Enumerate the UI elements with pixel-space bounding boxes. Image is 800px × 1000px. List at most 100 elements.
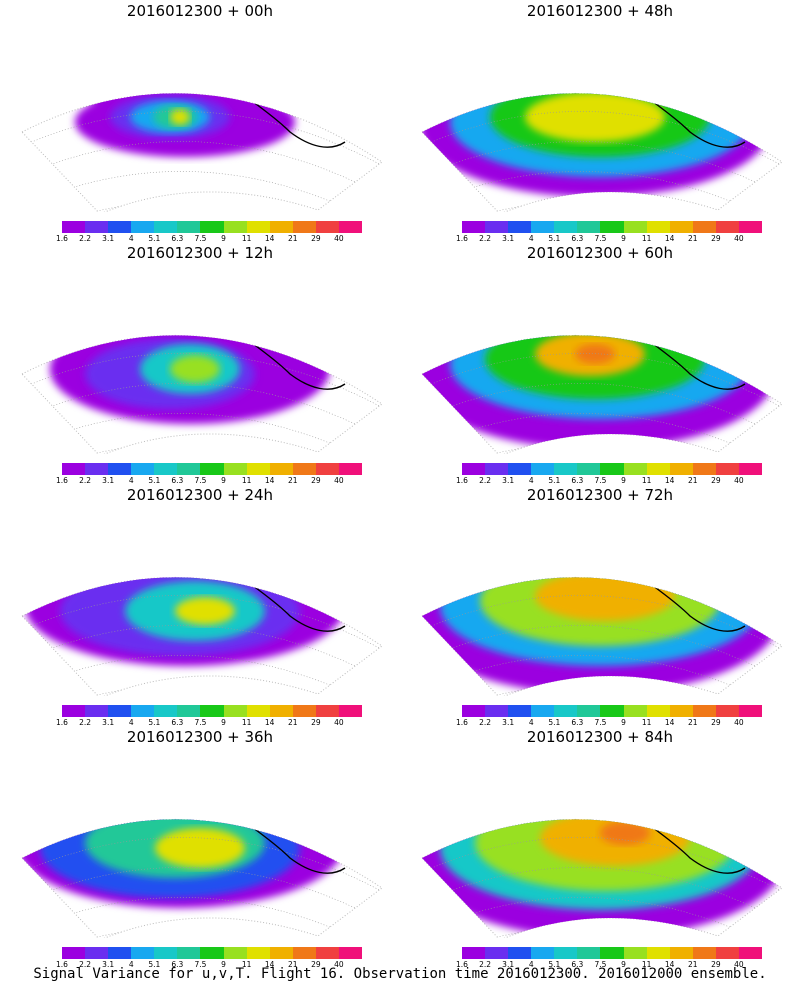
colorbar-tick-label: 21	[287, 718, 298, 727]
colorbar-cell	[554, 705, 578, 717]
colorbar-tick-label: 40	[334, 718, 344, 727]
variance-map	[421, 577, 783, 696]
colorbar	[462, 463, 763, 475]
colorbar-tick-label: 5.1	[148, 234, 161, 243]
graticule-line	[422, 927, 782, 938]
colorbar-cell	[738, 463, 763, 475]
colorbar-cell	[85, 705, 109, 717]
colorbar-cell	[715, 221, 739, 233]
variance-map	[421, 93, 783, 212]
coastline	[219, 335, 331, 340]
colorbar-tick-label: 9	[221, 718, 226, 727]
colorbar-tick-label: 7.5	[594, 718, 607, 727]
colorbar-cell	[131, 221, 155, 233]
colorbar-cell	[462, 705, 486, 717]
colorbar-cell	[554, 463, 578, 475]
colorbar-tick-label: 11	[641, 234, 652, 243]
colorbar-tick-label: 40	[334, 476, 344, 485]
coastline	[59, 577, 346, 632]
map-panel: 2016012300 + 36h 1.6 2.2 3.1 4 5.1 6.3 7.5 9 11 14…	[0, 726, 400, 969]
colorbar-cell	[269, 221, 293, 233]
colorbar-tick-label: 2.2	[479, 476, 492, 485]
colorbar-cell	[485, 947, 509, 959]
colorbar-cell	[85, 463, 109, 475]
graticule-line	[422, 141, 782, 198]
colorbar-tick-label: 6.3	[571, 234, 584, 243]
graticule-line	[422, 443, 782, 454]
panel-title: 2016012300 + 84h	[526, 728, 674, 746]
colorbar-tick-label: 7.5	[194, 718, 207, 727]
colorbar-tick-label: 3.1	[102, 234, 115, 243]
colorbar-cell	[108, 221, 132, 233]
colorbar-cell	[62, 221, 86, 233]
colorbar-tick-label: 9	[621, 476, 626, 485]
colorbar-tick-label: 11	[641, 960, 652, 969]
colorbar-cell	[531, 947, 555, 959]
colorbar-tick-label: 3.1	[102, 718, 115, 727]
colorbar-cell	[292, 705, 316, 717]
colorbar-tick-label: 21	[687, 960, 698, 969]
colorbar	[62, 947, 363, 959]
colorbar	[462, 705, 763, 717]
colorbar-cell	[692, 947, 716, 959]
colorbar-cell	[292, 947, 316, 959]
colorbar-cell	[715, 705, 739, 717]
panel-grid: 2016012300 + 00h 1.6 2.2 3.1 4 5.1 6.3 7.5 9 11 14…	[0, 0, 800, 969]
colorbar-tick-label: 14	[264, 234, 275, 243]
colorbar-tick-label: 29	[711, 476, 721, 485]
coastline	[619, 93, 731, 98]
colorbar-cell	[200, 221, 224, 233]
colorbar-cell	[531, 705, 555, 717]
colorbar-cell	[485, 463, 509, 475]
map-panel: 2016012300 + 00h 1.6 2.2 3.1 4 5.1 6.3 7.5 9 11 14…	[0, 0, 400, 243]
colorbar-tick-label: 6.3	[171, 476, 184, 485]
map-panel: 2016012300 + 48h 1.6 2.2 3.1 4 5.1 6.3 7.5 9 11 14…	[400, 0, 800, 244]
variance-map	[21, 819, 383, 938]
colorbar-cell	[715, 463, 739, 475]
colorbar-cell	[462, 463, 486, 475]
colorbar-cell	[692, 221, 716, 233]
graticule-line	[22, 595, 382, 652]
colorbar-cell	[177, 705, 201, 717]
map-panel: 2016012300 + 84h 1.6 2.2 3.1 4 5.1 6.3 7.5 9 11 14…	[400, 726, 800, 969]
colorbar-cell	[131, 947, 155, 959]
colorbar-cell	[669, 463, 693, 475]
coastline	[59, 819, 346, 874]
colorbar-tick-label: 3.1	[502, 234, 515, 243]
colorbar-tick-label: 29	[311, 476, 321, 485]
graticule-line	[22, 111, 382, 168]
colorbar-tick-label: 2.2	[479, 234, 492, 243]
colorbar-tick-label: 1.6	[56, 960, 68, 969]
variance-map	[421, 335, 783, 454]
colorbar-cell	[600, 947, 624, 959]
colorbar-tick-label: 1.6	[56, 718, 68, 727]
coastline	[619, 819, 731, 824]
colorbar-cell	[600, 463, 624, 475]
colorbar-tick-label: 11	[241, 960, 252, 969]
panel-title: 2016012300 + 48h	[526, 2, 674, 20]
colorbar-tick-label: 14	[664, 476, 675, 485]
colorbar-cell	[738, 947, 763, 959]
colorbar-cell	[508, 947, 532, 959]
colorbar-cell	[462, 947, 486, 959]
colorbar-cell	[108, 705, 132, 717]
colorbar-tick-label: 21	[687, 718, 698, 727]
colorbar-tick-label: 9	[221, 960, 226, 969]
colorbar-cell	[108, 463, 132, 475]
graticule-line	[22, 443, 382, 454]
colorbar-tick-label: 9	[621, 718, 626, 727]
colorbar-cell	[62, 705, 86, 717]
colorbar	[62, 463, 363, 475]
colorbar-labels: 1.6 2.2 3.1 4 5.1 6.3 7.5 9 11 14 21 29 40	[456, 234, 762, 244]
graticule-line	[22, 383, 382, 440]
colorbar-cell	[200, 947, 224, 959]
graticule-line	[422, 595, 782, 652]
colorbar-tick-label: 4	[128, 718, 134, 727]
graticule-line	[422, 111, 782, 168]
colorbar-cell	[292, 463, 316, 475]
colorbar-cell	[269, 705, 293, 717]
graticule-line	[22, 867, 382, 924]
colorbar-tick-label: 11	[241, 234, 252, 243]
colorbar-tick-label: 14	[664, 718, 675, 727]
panel-title: 2016012300 + 24h	[126, 486, 274, 504]
